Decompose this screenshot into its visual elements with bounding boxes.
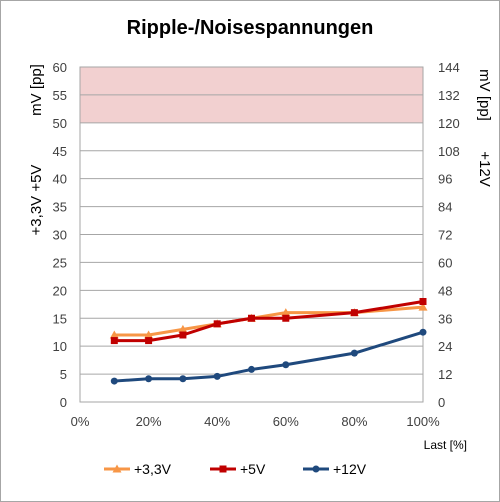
left-y-tick-label: 5 — [60, 367, 67, 382]
data-point-5V — [350, 309, 358, 317]
data-point-33V — [178, 324, 188, 333]
data-point-33V — [109, 330, 119, 339]
left-y-tick-label: 0 — [60, 395, 67, 410]
right-y-ticks: 0 12 24 36 48 60 72 84 96 108 120 132 144 — [438, 60, 460, 410]
data-point-33V — [418, 302, 428, 311]
left-y-tick-label: 25 — [53, 255, 67, 270]
data-point-12V — [213, 372, 221, 380]
left-y-tick-label: 50 — [53, 116, 67, 131]
data-point-12V — [282, 361, 290, 369]
x-tick-label: 0% — [71, 414, 90, 429]
data-point-12V — [145, 375, 153, 383]
left-axis-label-line1: +3,3V +5V — [28, 165, 45, 236]
plot-area — [79, 66, 424, 403]
data-point-5V — [145, 337, 153, 345]
right-axis-label-line2: mV [pp] — [476, 69, 493, 121]
data-point-5V — [282, 314, 290, 322]
series-line-12V — [114, 330, 424, 383]
left-y-tick-label: 30 — [53, 228, 67, 243]
legend-marker-12V — [312, 465, 320, 473]
left-y-tick-label: 60 — [53, 60, 67, 75]
left-y-tick-label: 20 — [53, 283, 67, 298]
data-point-12V — [350, 349, 358, 357]
data-point-5V — [213, 320, 221, 328]
x-tick-label: 100% — [406, 414, 440, 429]
series-line-33V — [114, 305, 424, 337]
left-axis-label-line2: mV [pp] — [28, 64, 45, 116]
series-layer — [109, 298, 428, 385]
data-point-33V — [281, 308, 291, 317]
right-y-tick-label: 144 — [438, 60, 460, 75]
data-point-5V — [419, 298, 427, 305]
x-tick-label: 60% — [273, 414, 299, 429]
data-point-12V — [419, 328, 427, 336]
left-y-tick-label: 45 — [53, 144, 67, 159]
right-y-tick-label: 120 — [438, 116, 460, 131]
x-tick-label: 20% — [136, 414, 162, 429]
right-y-tick-label: 132 — [438, 88, 460, 103]
right-axis-label-line1: +12V — [476, 151, 493, 186]
left-y-tick-label: 55 — [53, 88, 67, 103]
x-tick-label: 80% — [341, 414, 367, 429]
left-y-tick-label: 40 — [53, 172, 67, 187]
right-y-tick-label: 12 — [438, 367, 452, 382]
data-point-12V — [179, 375, 187, 383]
right-y-tick-label: 0 — [438, 395, 445, 410]
left-y-ticks: 0 5 10 15 20 25 30 35 40 45 50 55 60 — [53, 60, 67, 410]
legend-label-33V: +3,3V — [134, 461, 172, 477]
right-y-tick-label: 48 — [438, 283, 452, 298]
series-line-5V — [114, 300, 424, 343]
x-tick-label: 40% — [204, 414, 230, 429]
x-axis-label: Last [%] — [424, 438, 467, 452]
data-point-33V — [144, 330, 154, 339]
right-y-tick-label: 72 — [438, 228, 452, 243]
legend-marker-5V — [219, 465, 227, 473]
right-y-tick-label: 60 — [438, 255, 452, 270]
left-y-tick-label: 15 — [53, 311, 67, 326]
left-y-tick-label: 35 — [53, 200, 67, 215]
legend-label-5V: +5V — [240, 461, 266, 477]
data-point-12V — [110, 377, 118, 385]
data-point-12V — [248, 365, 255, 373]
right-y-tick-label: 36 — [438, 311, 452, 326]
right-y-tick-label: 84 — [438, 200, 452, 215]
legend-label-12V: +12V — [333, 461, 367, 477]
right-y-tick-label: 24 — [438, 339, 452, 354]
chart-title: Ripple-/Noisespannungen — [127, 17, 374, 39]
data-point-5V — [110, 337, 118, 345]
x-ticks: 0% 20% 40% 60% 80% 100% — [71, 414, 440, 429]
data-point-5V — [179, 331, 187, 339]
legend: +3,3V +5V +12V — [104, 461, 367, 477]
right-y-tick-label: 96 — [438, 172, 452, 187]
left-y-tick-label: 10 — [53, 339, 67, 354]
right-y-tick-label: 108 — [438, 144, 460, 159]
legend-marker-33V — [112, 464, 122, 473]
grid — [80, 66, 423, 403]
data-point-5V — [248, 314, 255, 322]
